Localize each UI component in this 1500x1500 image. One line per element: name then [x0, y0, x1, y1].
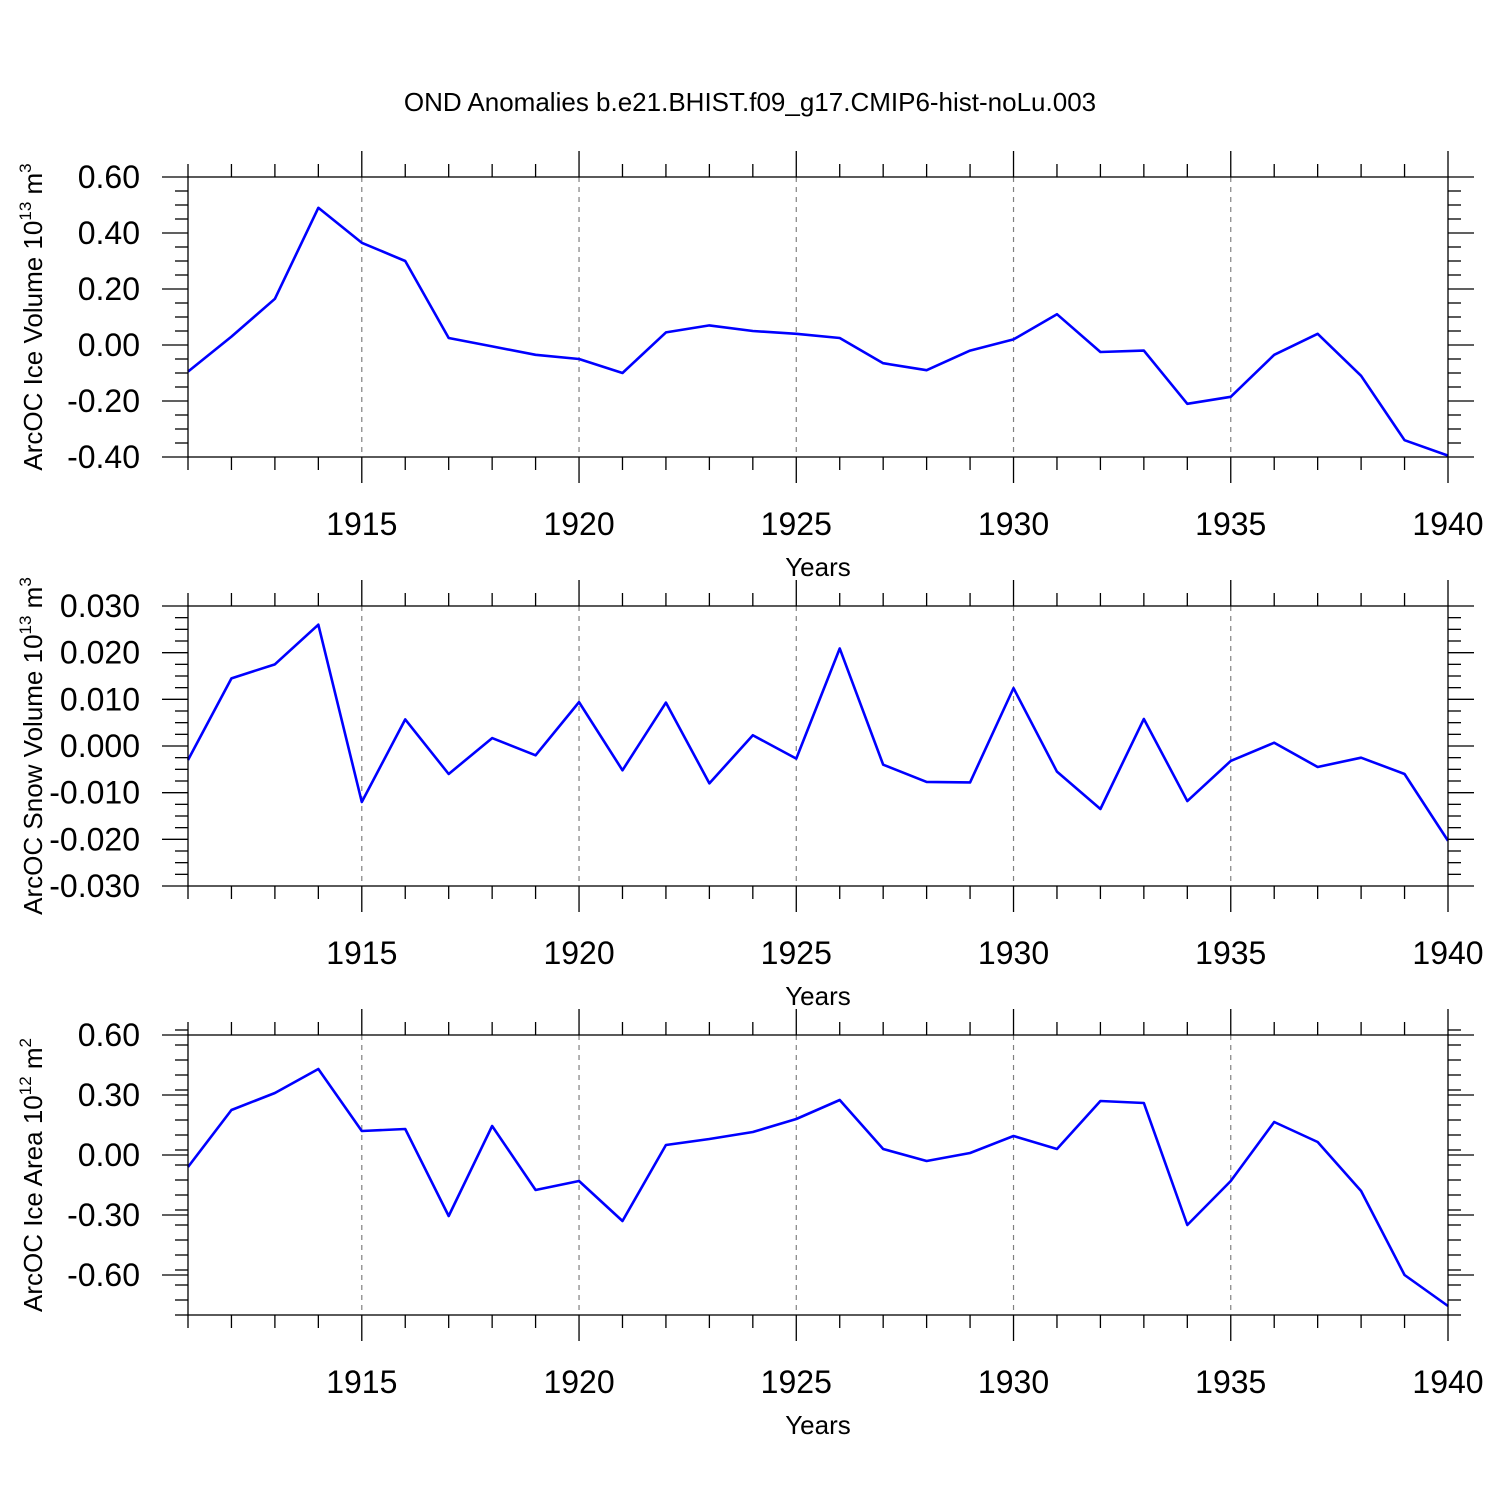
y-tick-label: -0.30: [67, 1197, 140, 1233]
x-tick-label: 1920: [543, 506, 614, 542]
x-tick-label: 1930: [978, 506, 1049, 542]
y-tick-label: 0.60: [78, 159, 140, 195]
panel-2: -0.030 -0.020 -0.010 0.000 0.010 0.020 0.030 19…: [16, 577, 1484, 1011]
x-axis-label: Years: [785, 552, 851, 582]
panel-3: -0.60 -0.30 0.00 0.30 0.60 1915 1920 1925 1930 19…: [16, 1009, 1484, 1440]
y-tick-label: 0.60: [78, 1017, 140, 1053]
x-tick-label: 1930: [978, 1364, 1049, 1400]
x-tick-label: 1940: [1412, 1364, 1483, 1400]
x-tick-label: 1920: [543, 935, 614, 971]
y-tick-label: -0.60: [67, 1257, 140, 1293]
y-tick-label: -0.40: [67, 439, 140, 475]
y-tick-label: 0.20: [78, 271, 140, 307]
x-tick-label: 1940: [1412, 506, 1483, 542]
y-tick-label: 0.00: [78, 1137, 140, 1173]
x-tick-label: 1920: [543, 1364, 614, 1400]
x-tick-label: 1935: [1195, 935, 1266, 971]
panels: -0.40 -0.20 0.00 0.20 0.40 0.60 1915 1920 1925 19…: [16, 151, 1484, 1440]
y-tick-label: -0.030: [49, 868, 140, 904]
x-axis-label: Years: [785, 981, 851, 1011]
y-tick-label: 0.00: [78, 327, 140, 363]
y-axis-label: ArcOC Snow Volume 1013 m3: [16, 577, 48, 915]
y-tick-label: 0.40: [78, 215, 140, 251]
y-axis-label: ArcOC Ice Volume 1013 m3: [16, 163, 48, 470]
panel-1: -0.40 -0.20 0.00 0.20 0.40 0.60 1915 1920 1925 19…: [16, 151, 1484, 582]
x-tick-label: 1925: [761, 1364, 832, 1400]
x-axis-label: Years: [785, 1410, 851, 1440]
x-tick-label: 1930: [978, 935, 1049, 971]
y-axis-label: ArcOC Ice Area 1012 m2: [16, 1038, 48, 1312]
plot-frame: [187, 1034, 1449, 1316]
figure-title: OND Anomalies b.e21.BHIST.f09_g17.CMIP6-…: [404, 87, 1096, 117]
plot-frame: [187, 176, 1449, 458]
x-tick-label: 1915: [326, 1364, 397, 1400]
x-tick-label: 1925: [761, 506, 832, 542]
x-tick-label: 1935: [1195, 1364, 1266, 1400]
series-line: [186, 623, 1450, 842]
y-tick-label: 0.000: [60, 728, 140, 764]
plot-frame: [187, 605, 1449, 887]
series-line: [186, 1067, 1449, 1308]
x-tick-label: 1915: [326, 935, 397, 971]
y-tick-label: -0.20: [67, 383, 140, 419]
y-tick-label: -0.010: [49, 775, 140, 811]
series-line: [187, 206, 1449, 457]
x-tick-label: 1935: [1195, 506, 1266, 542]
y-tick-label: 0.020: [60, 635, 140, 671]
y-tick-label: -0.020: [49, 821, 140, 857]
x-tick-label: 1925: [761, 935, 832, 971]
y-tick-label: 0.030: [60, 588, 140, 624]
y-tick-label: 0.30: [78, 1077, 140, 1113]
y-tick-label: 0.010: [60, 681, 140, 717]
x-tick-label: 1915: [326, 506, 397, 542]
x-tick-label: 1940: [1412, 935, 1483, 971]
